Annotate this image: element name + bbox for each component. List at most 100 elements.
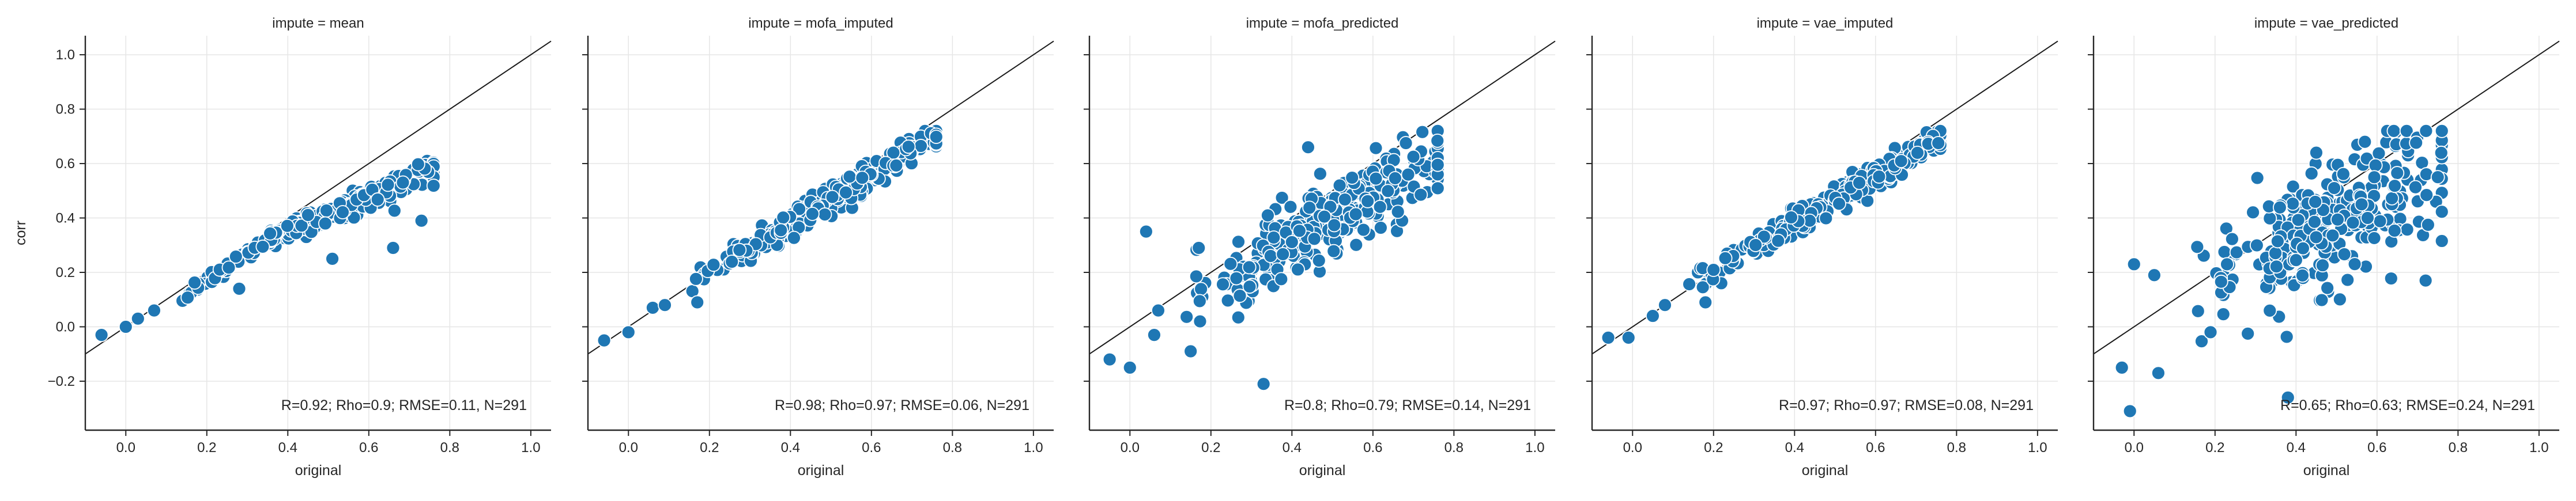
data-point xyxy=(414,213,429,228)
panel-title: impute = mean xyxy=(272,16,364,31)
data-point xyxy=(2308,195,2323,209)
data-point xyxy=(1179,309,1194,324)
data-point xyxy=(646,301,660,315)
data-point xyxy=(263,226,278,241)
data-point xyxy=(1193,314,1208,329)
data-point xyxy=(689,271,703,286)
panel-title: impute = mofa_imputed xyxy=(748,16,893,31)
data-point xyxy=(2262,303,2277,318)
data-point xyxy=(2224,231,2239,246)
points-group xyxy=(1102,123,1445,392)
data-point xyxy=(387,203,402,218)
data-point xyxy=(2419,188,2434,203)
data-point xyxy=(658,298,672,313)
data-point xyxy=(1349,237,1364,252)
data-point xyxy=(2337,247,2352,261)
data-point xyxy=(1307,231,1322,246)
data-point xyxy=(118,320,133,334)
x-tick-label: 0.2 xyxy=(1201,440,1220,456)
data-point xyxy=(2434,204,2449,219)
data-point xyxy=(2262,211,2277,226)
x-tick-label: 1.0 xyxy=(1525,440,1544,456)
data-point xyxy=(1292,223,1307,238)
stats-annotation: R=0.92; Rho=0.9; RMSE=0.11, N=291 xyxy=(281,397,527,413)
data-point xyxy=(2279,329,2294,344)
data-point xyxy=(2194,334,2209,349)
data-point xyxy=(1621,330,1636,345)
data-point xyxy=(2285,196,2300,211)
data-point xyxy=(370,192,385,207)
data-point xyxy=(2430,170,2445,185)
data-point xyxy=(1390,204,1405,219)
data-point xyxy=(2246,205,2260,220)
data-point xyxy=(1291,262,1305,277)
data-point xyxy=(725,255,740,269)
data-point xyxy=(1147,328,1161,343)
data-point xyxy=(2367,231,2382,245)
panel-title: impute = mofa_predicted xyxy=(1246,16,1399,31)
x-tick-label: 0.8 xyxy=(1444,440,1464,456)
data-point xyxy=(901,139,916,154)
panel-3: 0.0 0.2 0.4 0.6 0.8 1.0 impute = mofa_predicte… xyxy=(1084,16,1556,479)
panel-4: 0.0 0.2 0.4 0.6 0.8 1.0 impute = vae_imputedor… xyxy=(1586,16,2058,479)
data-point xyxy=(2217,245,2232,259)
data-point xyxy=(1216,277,1230,292)
data-point xyxy=(2122,404,2137,419)
data-point xyxy=(774,223,789,238)
data-point xyxy=(2249,238,2264,253)
x-tick-label: 0.8 xyxy=(1947,440,1966,456)
data-point xyxy=(380,177,395,192)
points-group xyxy=(597,123,944,348)
data-point xyxy=(1242,260,1257,275)
data-point xyxy=(2354,197,2369,212)
x-axis-label: original xyxy=(2303,462,2350,479)
data-point xyxy=(1372,199,1387,214)
data-point xyxy=(294,218,309,233)
data-point xyxy=(1317,209,1332,224)
data-point xyxy=(1430,133,1445,148)
data-point xyxy=(2332,292,2347,307)
x-axis-label: original xyxy=(295,462,342,479)
x-tick-label: 0.0 xyxy=(2125,440,2144,456)
data-point xyxy=(2371,146,2386,161)
data-point xyxy=(1242,279,1257,294)
data-point xyxy=(2309,230,2324,245)
data-point xyxy=(1192,294,1207,309)
data-point xyxy=(319,203,334,218)
data-point xyxy=(2268,246,2283,261)
data-point xyxy=(1261,208,1275,223)
x-tick-label: 1.0 xyxy=(1024,440,1043,456)
data-point xyxy=(1138,224,1153,239)
data-point xyxy=(1229,271,1244,286)
data-point xyxy=(1601,330,1616,345)
data-point xyxy=(792,202,807,217)
data-point xyxy=(1658,298,1672,313)
y-tick-label: 0.8 xyxy=(56,102,75,117)
data-point xyxy=(1345,170,1360,185)
data-point xyxy=(1784,210,1798,225)
data-point xyxy=(2309,145,2324,160)
data-point xyxy=(2420,217,2435,232)
stats-annotation: R=0.8; Rho=0.79; RMSE=0.14, N=291 xyxy=(1284,397,1531,413)
data-point xyxy=(1348,207,1363,222)
data-point xyxy=(1894,154,1909,169)
x-tick-label: 0.4 xyxy=(1785,440,1804,456)
data-point xyxy=(2399,123,2414,138)
data-point xyxy=(2418,273,2433,288)
y-tick-label: 0.2 xyxy=(56,265,75,280)
y-axis-label: corr xyxy=(13,221,29,245)
data-point xyxy=(1311,253,1326,268)
data-point xyxy=(597,333,612,348)
data-point xyxy=(1771,233,1786,248)
data-point xyxy=(1373,221,1388,235)
data-point xyxy=(2272,200,2287,215)
x-axis-label: original xyxy=(1802,462,1849,479)
stats-annotation: R=0.98; Rho=0.97; RMSE=0.06, N=291 xyxy=(775,397,1029,413)
x-tick-label: 1.0 xyxy=(2529,440,2548,456)
data-point xyxy=(300,207,315,222)
data-point xyxy=(2320,280,2335,295)
points-group xyxy=(2114,123,2449,419)
data-point xyxy=(929,130,944,145)
data-point xyxy=(2229,245,2244,260)
x-tick-label: 0.6 xyxy=(1363,440,1382,456)
